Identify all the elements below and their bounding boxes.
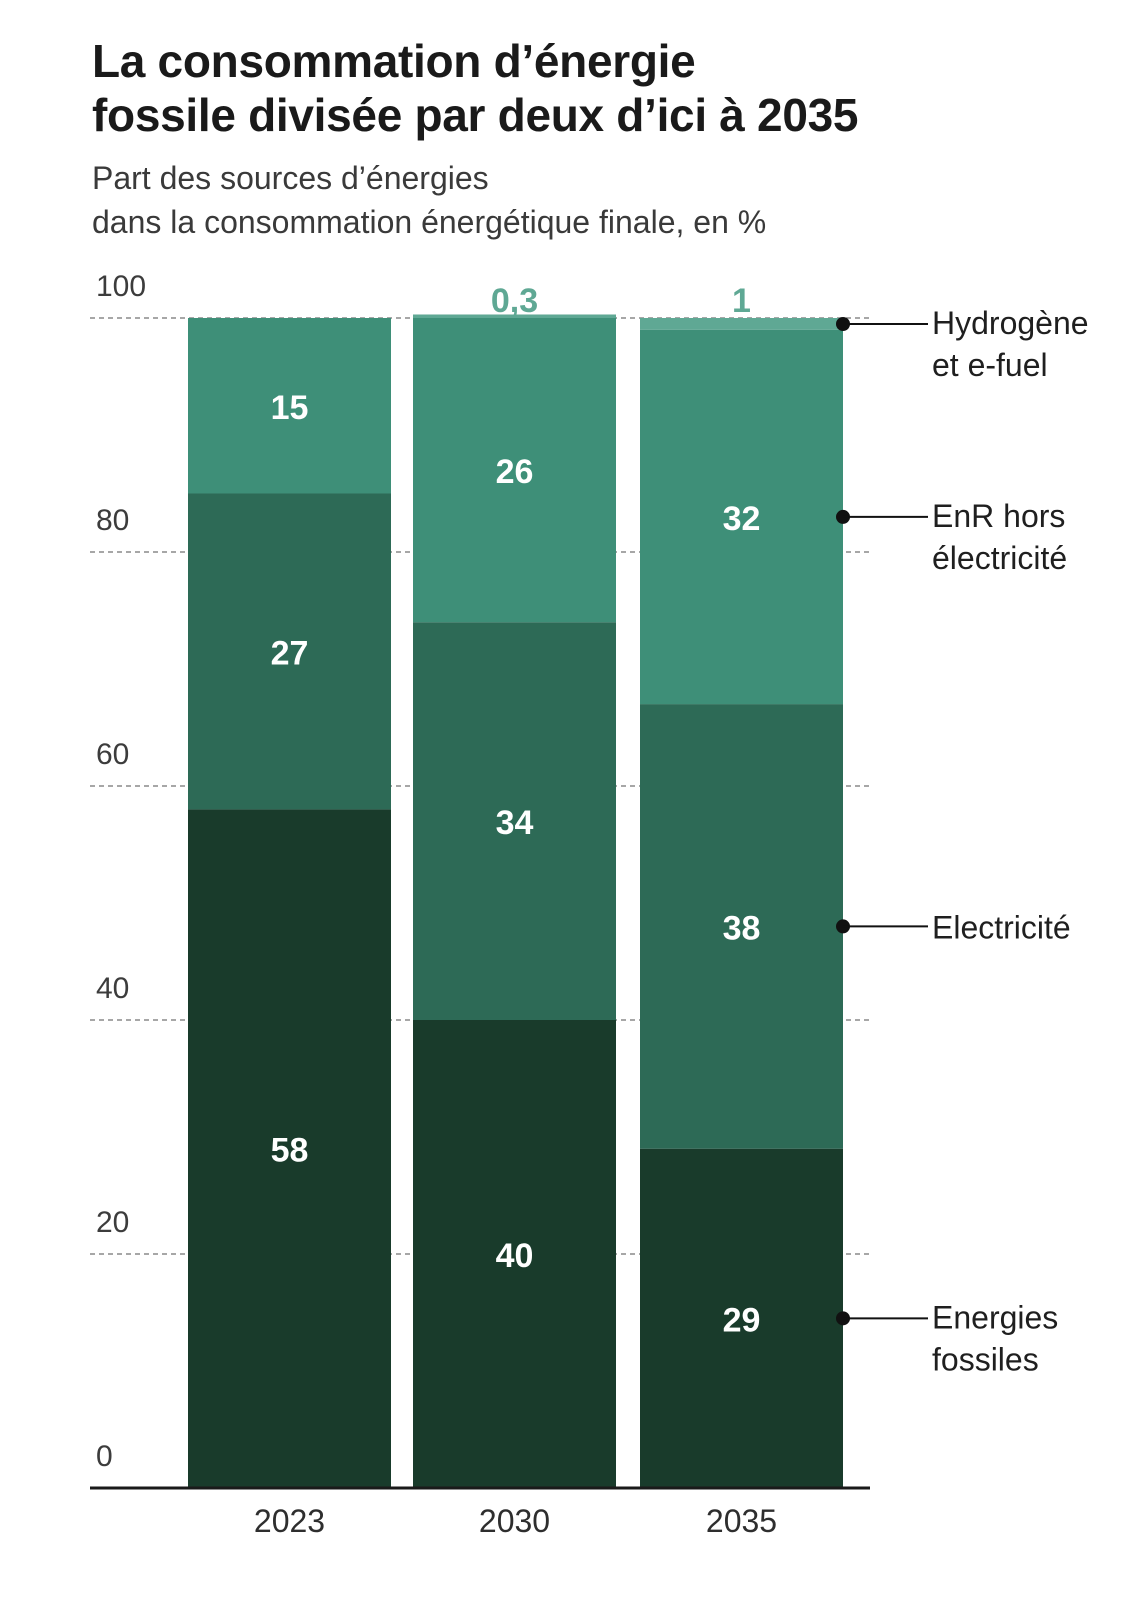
bar-segment-2030-1: [413, 622, 616, 1020]
y-tick-label-0: 0: [96, 1440, 113, 1473]
legend-label-2-0: Electricité: [932, 909, 1071, 945]
chart-subtitle: Part des sources d’énergies dans la cons…: [92, 156, 992, 244]
bar-segment-2030-2: [413, 318, 616, 623]
data-label-2023-1: 27: [271, 634, 309, 672]
legend-label-0-0: Hydrogène: [932, 305, 1089, 341]
legend-label-0-1: et e-fuel: [932, 347, 1048, 383]
data-label-2030-3: 0,3: [491, 282, 538, 320]
y-tick-label-40: 40: [96, 972, 129, 1005]
chart-title-line2: fossile divisée par deux d’ici à 2035: [92, 89, 859, 141]
x-tick-label-2030: 2030: [479, 1503, 550, 1539]
bar-segment-2035-3: [640, 318, 843, 330]
y-tick-label-20: 20: [96, 1206, 129, 1239]
data-label-2035-2: 32: [723, 500, 761, 538]
data-label-2023-2: 15: [271, 389, 309, 427]
y-tick-label-60: 60: [96, 738, 129, 771]
bar-segment-2030-3: [413, 314, 616, 318]
legend-label-1-0: EnR hors: [932, 498, 1065, 534]
data-label-2035-3: 1: [732, 282, 751, 320]
data-label-2035-0: 29: [723, 1301, 761, 1339]
bar-segment-2023-0: [188, 809, 391, 1488]
data-label-2030-0: 40: [496, 1237, 534, 1275]
chart-title-line1: La consommation d’énergie: [92, 35, 696, 87]
data-label-2030-2: 26: [496, 453, 534, 491]
x-tick-label-2023: 2023: [254, 1503, 325, 1539]
x-tick-label-2035: 2035: [706, 1503, 777, 1539]
legend-label-3-0: Energies: [932, 1299, 1058, 1335]
bar-layer: [188, 314, 843, 1488]
y-tick-label-80: 80: [96, 504, 129, 537]
data-label-2023-0: 58: [271, 1132, 309, 1170]
axis-layer: 0 20 40 60 80 100 2023 2030 2035: [90, 270, 870, 1539]
bar-segment-2035-0: [640, 1148, 843, 1488]
legend-label-3-1: fossiles: [932, 1341, 1039, 1377]
bar-segment-2035-1: [640, 704, 843, 1149]
bar-segment-2023-1: [188, 493, 391, 810]
chart-subtitle-line2: dans la consommation énergétique finale,…: [92, 204, 767, 240]
legend-layer: Hydrogène et e-fuel EnR hors électricité Ele…: [836, 305, 1089, 1377]
label-layer: 58 27 15 40 34 26 0,3 29 38 32 1: [271, 282, 761, 1339]
data-label-2030-1: 34: [496, 804, 534, 842]
chart-subtitle-line1: Part des sources d’énergies: [92, 160, 489, 196]
y-tick-label-100: 100: [96, 270, 146, 303]
legend-label-1-1: électricité: [932, 540, 1067, 576]
data-label-2035-1: 38: [723, 909, 761, 947]
bar-segment-2035-2: [640, 329, 843, 705]
bar-segment-2023-2: [188, 318, 391, 494]
bar-segment-2030-0: [413, 1020, 616, 1488]
chart-title: La consommation d’énergie fossile divisé…: [92, 34, 1112, 142]
